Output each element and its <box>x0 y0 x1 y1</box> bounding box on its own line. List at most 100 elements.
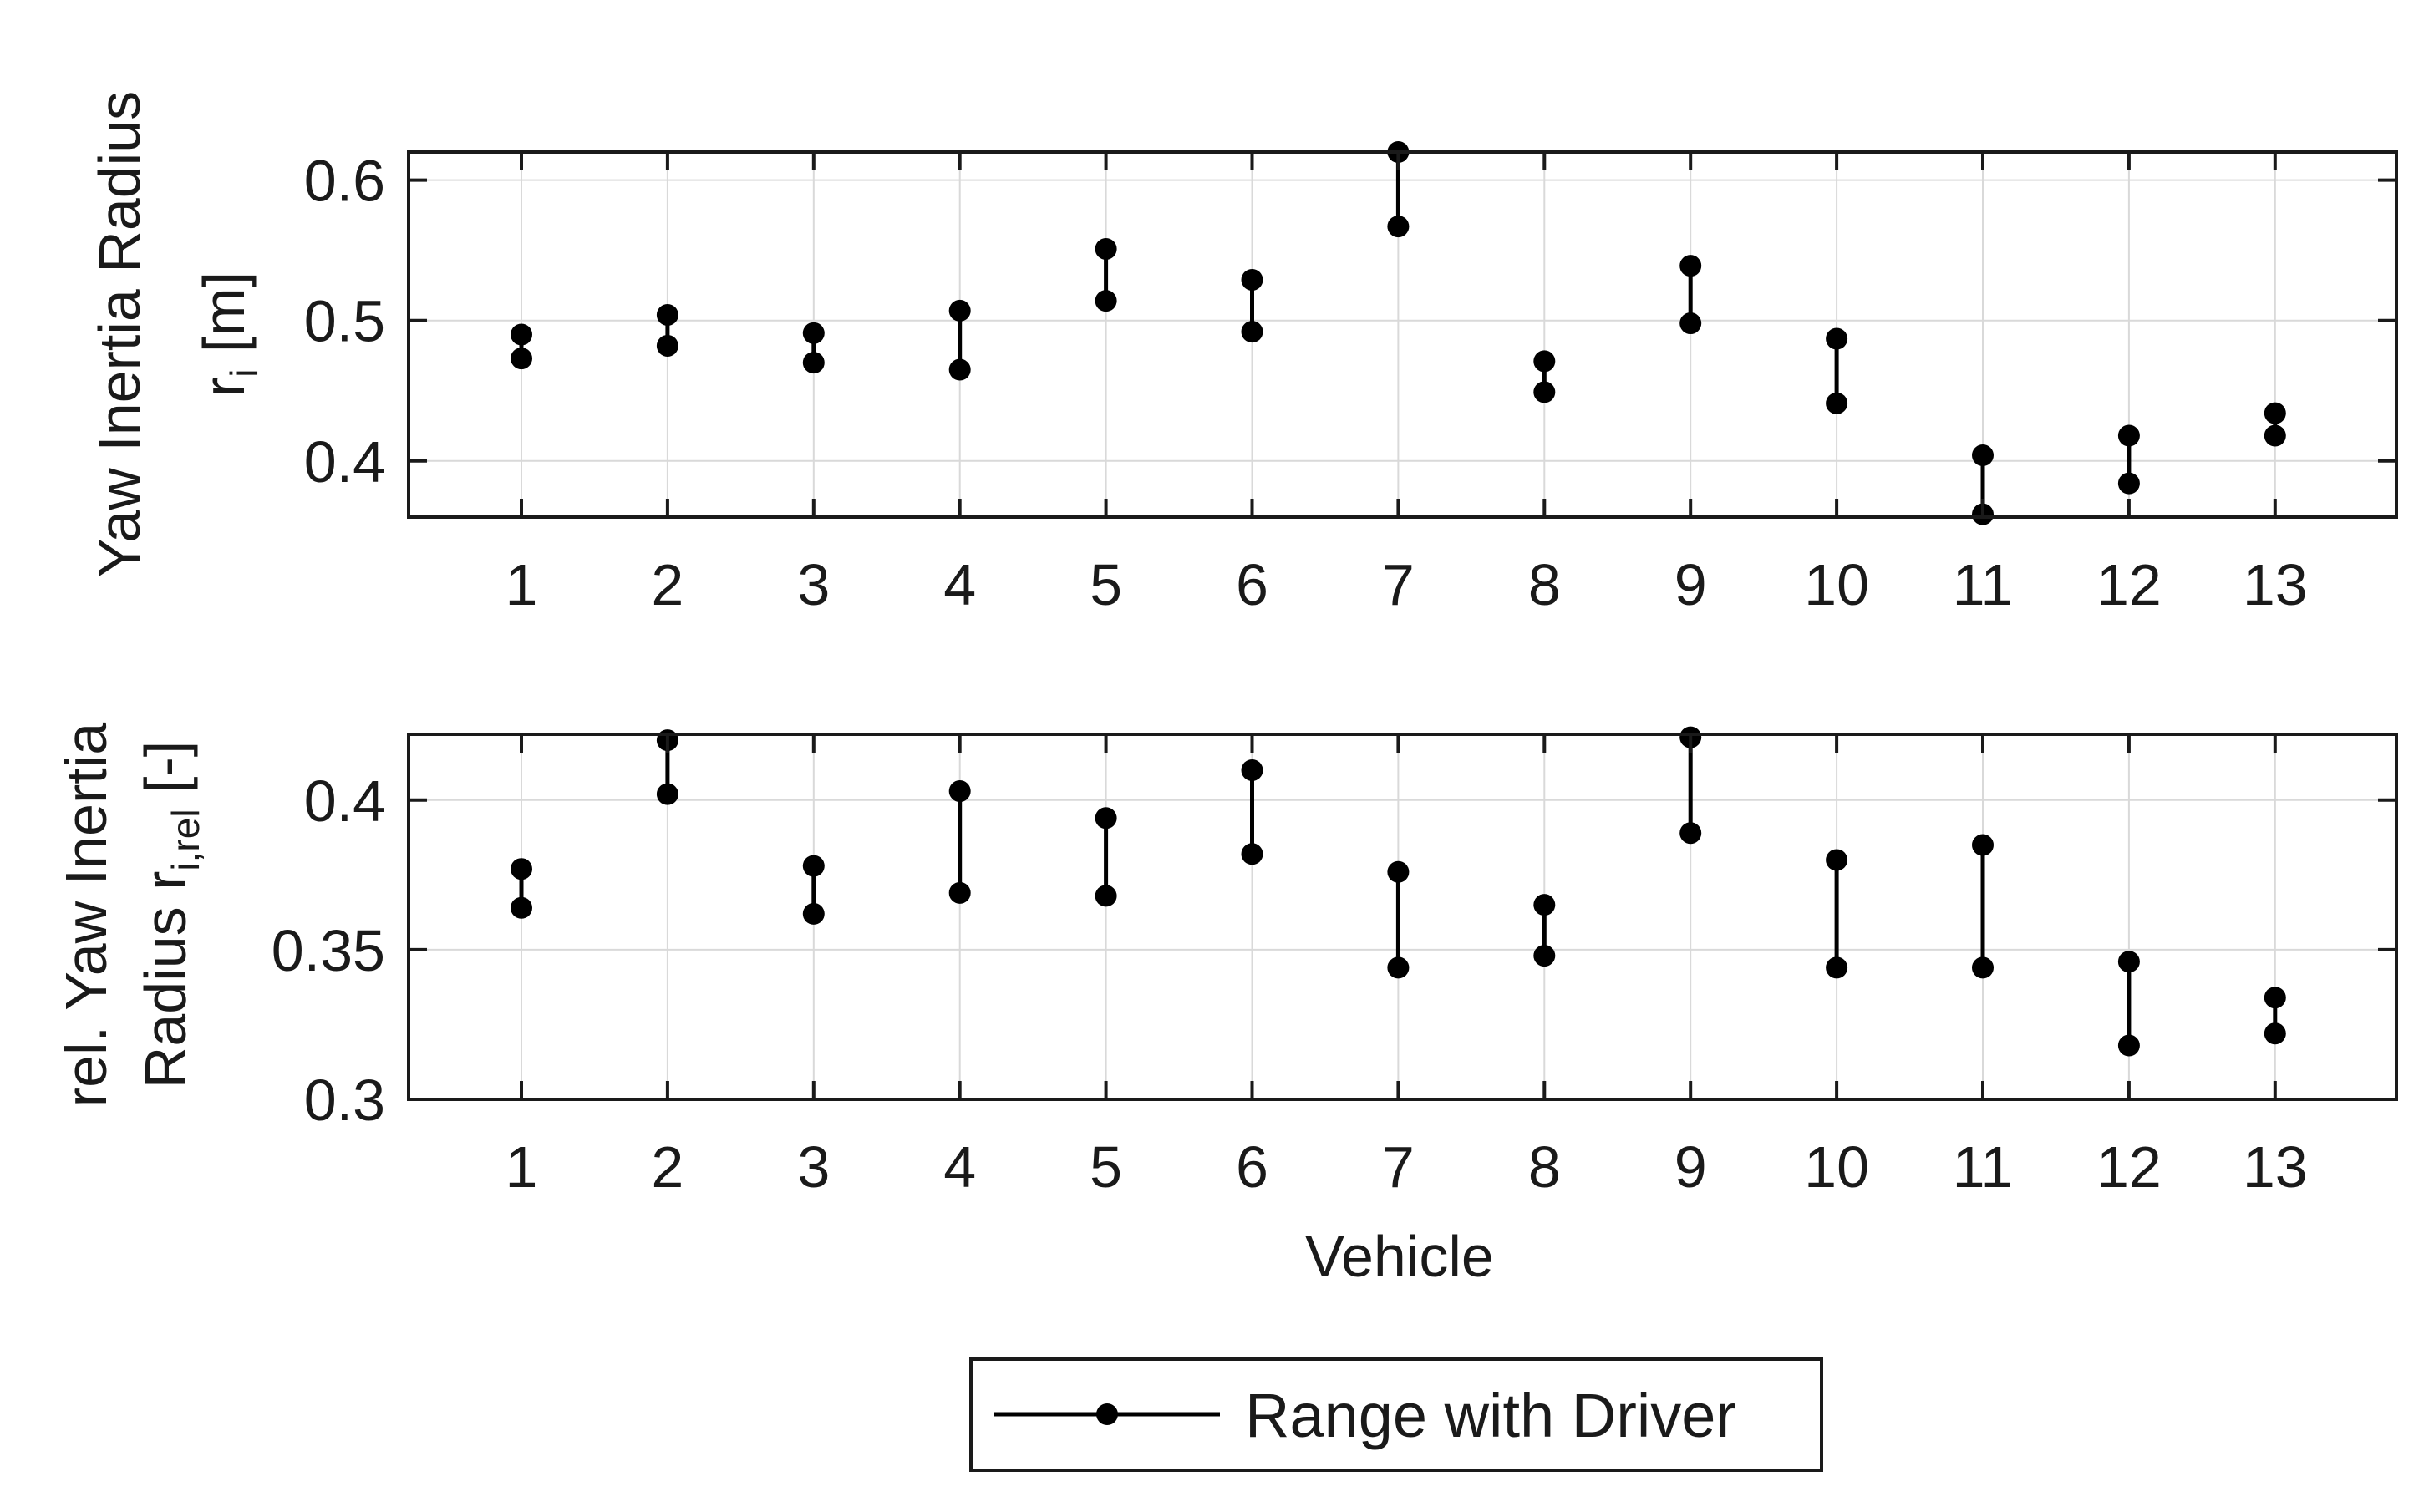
top-range-high-marker <box>1679 255 1702 277</box>
top-range-low-marker <box>511 348 532 370</box>
top-range-low-marker <box>1095 290 1117 312</box>
bottom-axes-box <box>407 733 2398 1101</box>
bottom-range-low-marker <box>1679 822 1702 845</box>
bottom-range-high-marker <box>948 780 971 803</box>
top-ytick-label: 0.6 <box>304 149 385 214</box>
bottom-xtick-label: 13 <box>2243 1134 2308 1200</box>
top-range-high-marker <box>948 299 971 322</box>
bottom-xtick-label: 5 <box>1090 1134 1122 1200</box>
top-ticks <box>409 152 2396 517</box>
bottom-range-high-marker <box>1972 834 1994 856</box>
bottom-ylabel-symbol: Radius r <box>133 871 198 1089</box>
bottom-ylabel-subscript: i,rel <box>164 809 207 870</box>
top-xtick-label: 13 <box>2243 552 2308 617</box>
top-range-low-marker <box>1387 216 1410 238</box>
bottom-range-low-marker <box>1826 956 1848 979</box>
top-range-low-marker <box>1679 312 1702 335</box>
top-range-low-marker <box>802 352 825 374</box>
bottom-grid <box>409 734 2396 1100</box>
bottom-range-high-marker <box>802 855 825 877</box>
bottom-ylabel-line2: Radius ri,rel [-] <box>133 741 207 1088</box>
bottom-range-high-marker <box>1241 759 1263 781</box>
bottom-range-high-marker <box>1387 860 1410 883</box>
top-range-low-marker <box>656 334 678 357</box>
bottom-range-high-marker <box>511 858 532 880</box>
bottom-ylabel-unit: [-] <box>133 741 198 793</box>
bottom-xtick-label: 4 <box>943 1134 976 1200</box>
bottom-panel: 0.30.350.4 1 2 3 4 5 6 7 8 9 10 11 12 13 rel. Yaw In… <box>53 723 2398 1289</box>
bottom-range-low-marker <box>1387 956 1410 979</box>
top-xtick-label: 2 <box>651 552 683 617</box>
top-panel: 0.40.50.6 1 2 3 4 5 6 7 8 9 10 11 12 13 Yaw Inertia … <box>87 91 2398 617</box>
bottom-xtick-label: 8 <box>1528 1134 1561 1200</box>
x-axis-label: Vehicle <box>1305 1224 1494 1289</box>
legend: Range with Driver <box>969 1357 1823 1472</box>
top-ytick-label: 0.5 <box>304 289 385 354</box>
bottom-ticks <box>409 734 2396 1101</box>
top-xtick-label: 12 <box>2096 552 2162 617</box>
top-xtick-label: 6 <box>1236 552 1268 617</box>
top-xtick-label: 1 <box>506 552 538 617</box>
top-xtick-labels: 1 2 3 4 5 6 7 8 9 10 11 12 13 <box>506 552 2308 617</box>
top-range-low-marker <box>1826 392 1848 414</box>
bottom-xtick-label: 6 <box>1236 1134 1268 1200</box>
top-range-low-marker <box>1533 381 1556 403</box>
bottom-xtick-label: 9 <box>1674 1134 1707 1200</box>
top-xtick-label: 8 <box>1528 552 1561 617</box>
bottom-range-high-marker <box>1533 894 1556 916</box>
top-xtick-label: 3 <box>797 552 830 617</box>
bottom-xtick-labels: 1 2 3 4 5 6 7 8 9 10 11 12 13 <box>506 1134 2308 1200</box>
bottom-range-high-marker <box>2117 951 2140 973</box>
bottom-range-high-marker <box>1826 849 1848 871</box>
top-range-high-marker <box>1533 350 1556 373</box>
top-xtick-label: 10 <box>1804 552 1869 617</box>
top-xtick-label: 5 <box>1090 552 1122 617</box>
bottom-range-low-marker <box>656 783 678 805</box>
bottom-ytick-label: 0.3 <box>304 1068 385 1133</box>
top-ylabel-symbol-line: ri [m] <box>191 271 266 397</box>
top-xtick-label: 7 <box>1382 552 1415 617</box>
legend-label: Range with Driver <box>1245 1381 1736 1450</box>
top-range-low-marker <box>1241 321 1263 343</box>
top-range-high-marker <box>1095 237 1117 260</box>
bottom-xtick-label: 11 <box>1953 1134 2014 1200</box>
top-range-high-marker <box>1826 327 1848 350</box>
bottom-ylabel-spacer <box>133 793 198 809</box>
bottom-range-low-marker <box>802 902 825 925</box>
bottom-range-low-marker <box>2264 1022 2286 1045</box>
bottom-ytick-label: 0.35 <box>272 918 385 983</box>
top-ylabel-unit: [m] <box>191 271 257 353</box>
top-range-high-marker <box>1241 268 1263 291</box>
top-range-low-marker <box>948 358 971 381</box>
bottom-ylabel-line1: rel. Yaw Inertia <box>53 723 119 1107</box>
legend-marker-sample <box>1096 1403 1118 1425</box>
bottom-range-high-marker <box>1095 807 1117 830</box>
bottom-xtick-label: 7 <box>1382 1134 1415 1200</box>
bottom-xtick-label: 3 <box>797 1134 830 1200</box>
top-xtick-label: 4 <box>943 552 976 617</box>
top-range-high-marker <box>511 323 532 346</box>
top-axes-box <box>407 150 2398 519</box>
top-ylabel-symbol: r <box>191 378 257 397</box>
top-ylabel-spacer <box>191 353 257 368</box>
top-ytick-labels: 0.4 0.5 0.6 <box>304 149 385 495</box>
bottom-xtick-label: 12 <box>2096 1134 2162 1200</box>
bottom-range-high-marker <box>2264 987 2286 1009</box>
bottom-range-low-marker <box>1095 885 1117 907</box>
bottom-range-low-marker <box>1972 956 1994 979</box>
bottom-xtick-label: 10 <box>1804 1134 1869 1200</box>
bottom-series <box>511 726 2286 1057</box>
bottom-ytick-label: 0.4 <box>304 769 385 834</box>
top-range-high-marker <box>1972 444 1994 467</box>
bottom-range-low-marker <box>1241 843 1263 865</box>
bottom-range-low-marker <box>1533 945 1556 967</box>
bottom-range-low-marker <box>948 881 971 904</box>
top-ytick-label: 0.4 <box>304 429 385 495</box>
top-ylabel-subscript: i <box>222 369 266 378</box>
top-range-high-marker <box>656 303 678 326</box>
bottom-xtick-label: 2 <box>651 1134 683 1200</box>
bottom-xtick-label: 1 <box>506 1134 538 1200</box>
top-range-low-marker <box>2117 472 2140 495</box>
top-range-high-marker <box>2264 402 2286 424</box>
top-range-high-marker <box>802 322 825 344</box>
